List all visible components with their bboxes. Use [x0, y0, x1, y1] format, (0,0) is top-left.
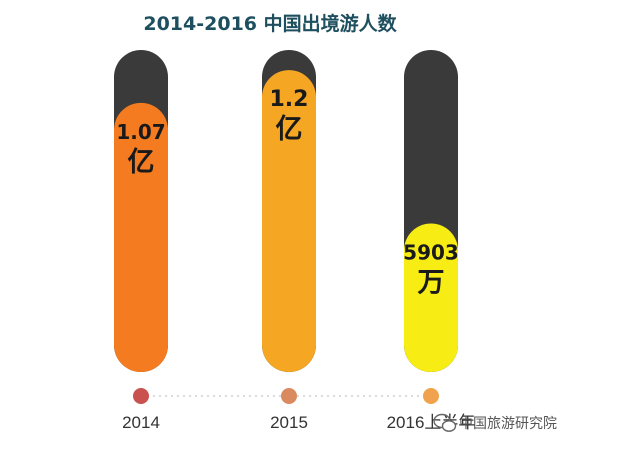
data-label-number: 5903: [403, 241, 459, 265]
wechat-icon: [433, 413, 457, 432]
data-label-number: 1.2: [270, 87, 309, 112]
timeline-dot-2015: [281, 388, 297, 404]
bar-2015: [262, 70, 316, 372]
watermark: 中国旅游研究院: [433, 413, 557, 432]
data-label-unit: 亿: [276, 114, 303, 145]
timeline-dot-2014: [133, 388, 149, 404]
x-tick-label: 2014: [122, 413, 160, 432]
bar-2014: [114, 102, 168, 372]
data-label-number: 1.07: [116, 120, 165, 144]
x-tick-label: 2015: [270, 413, 308, 432]
x-tick-labels: 2014 2015 2016上半年: [122, 413, 475, 432]
dots-layer: [133, 388, 439, 404]
bar-2016上半年: [404, 223, 458, 372]
timeline-dot-2016上半年: [423, 388, 439, 404]
data-label-unit: 亿: [128, 147, 155, 178]
chart-title: 2014-2016 中国出境游人数: [143, 12, 397, 35]
watermark-text: 中国旅游研究院: [459, 416, 557, 432]
data-label-unit: 万: [418, 268, 445, 299]
